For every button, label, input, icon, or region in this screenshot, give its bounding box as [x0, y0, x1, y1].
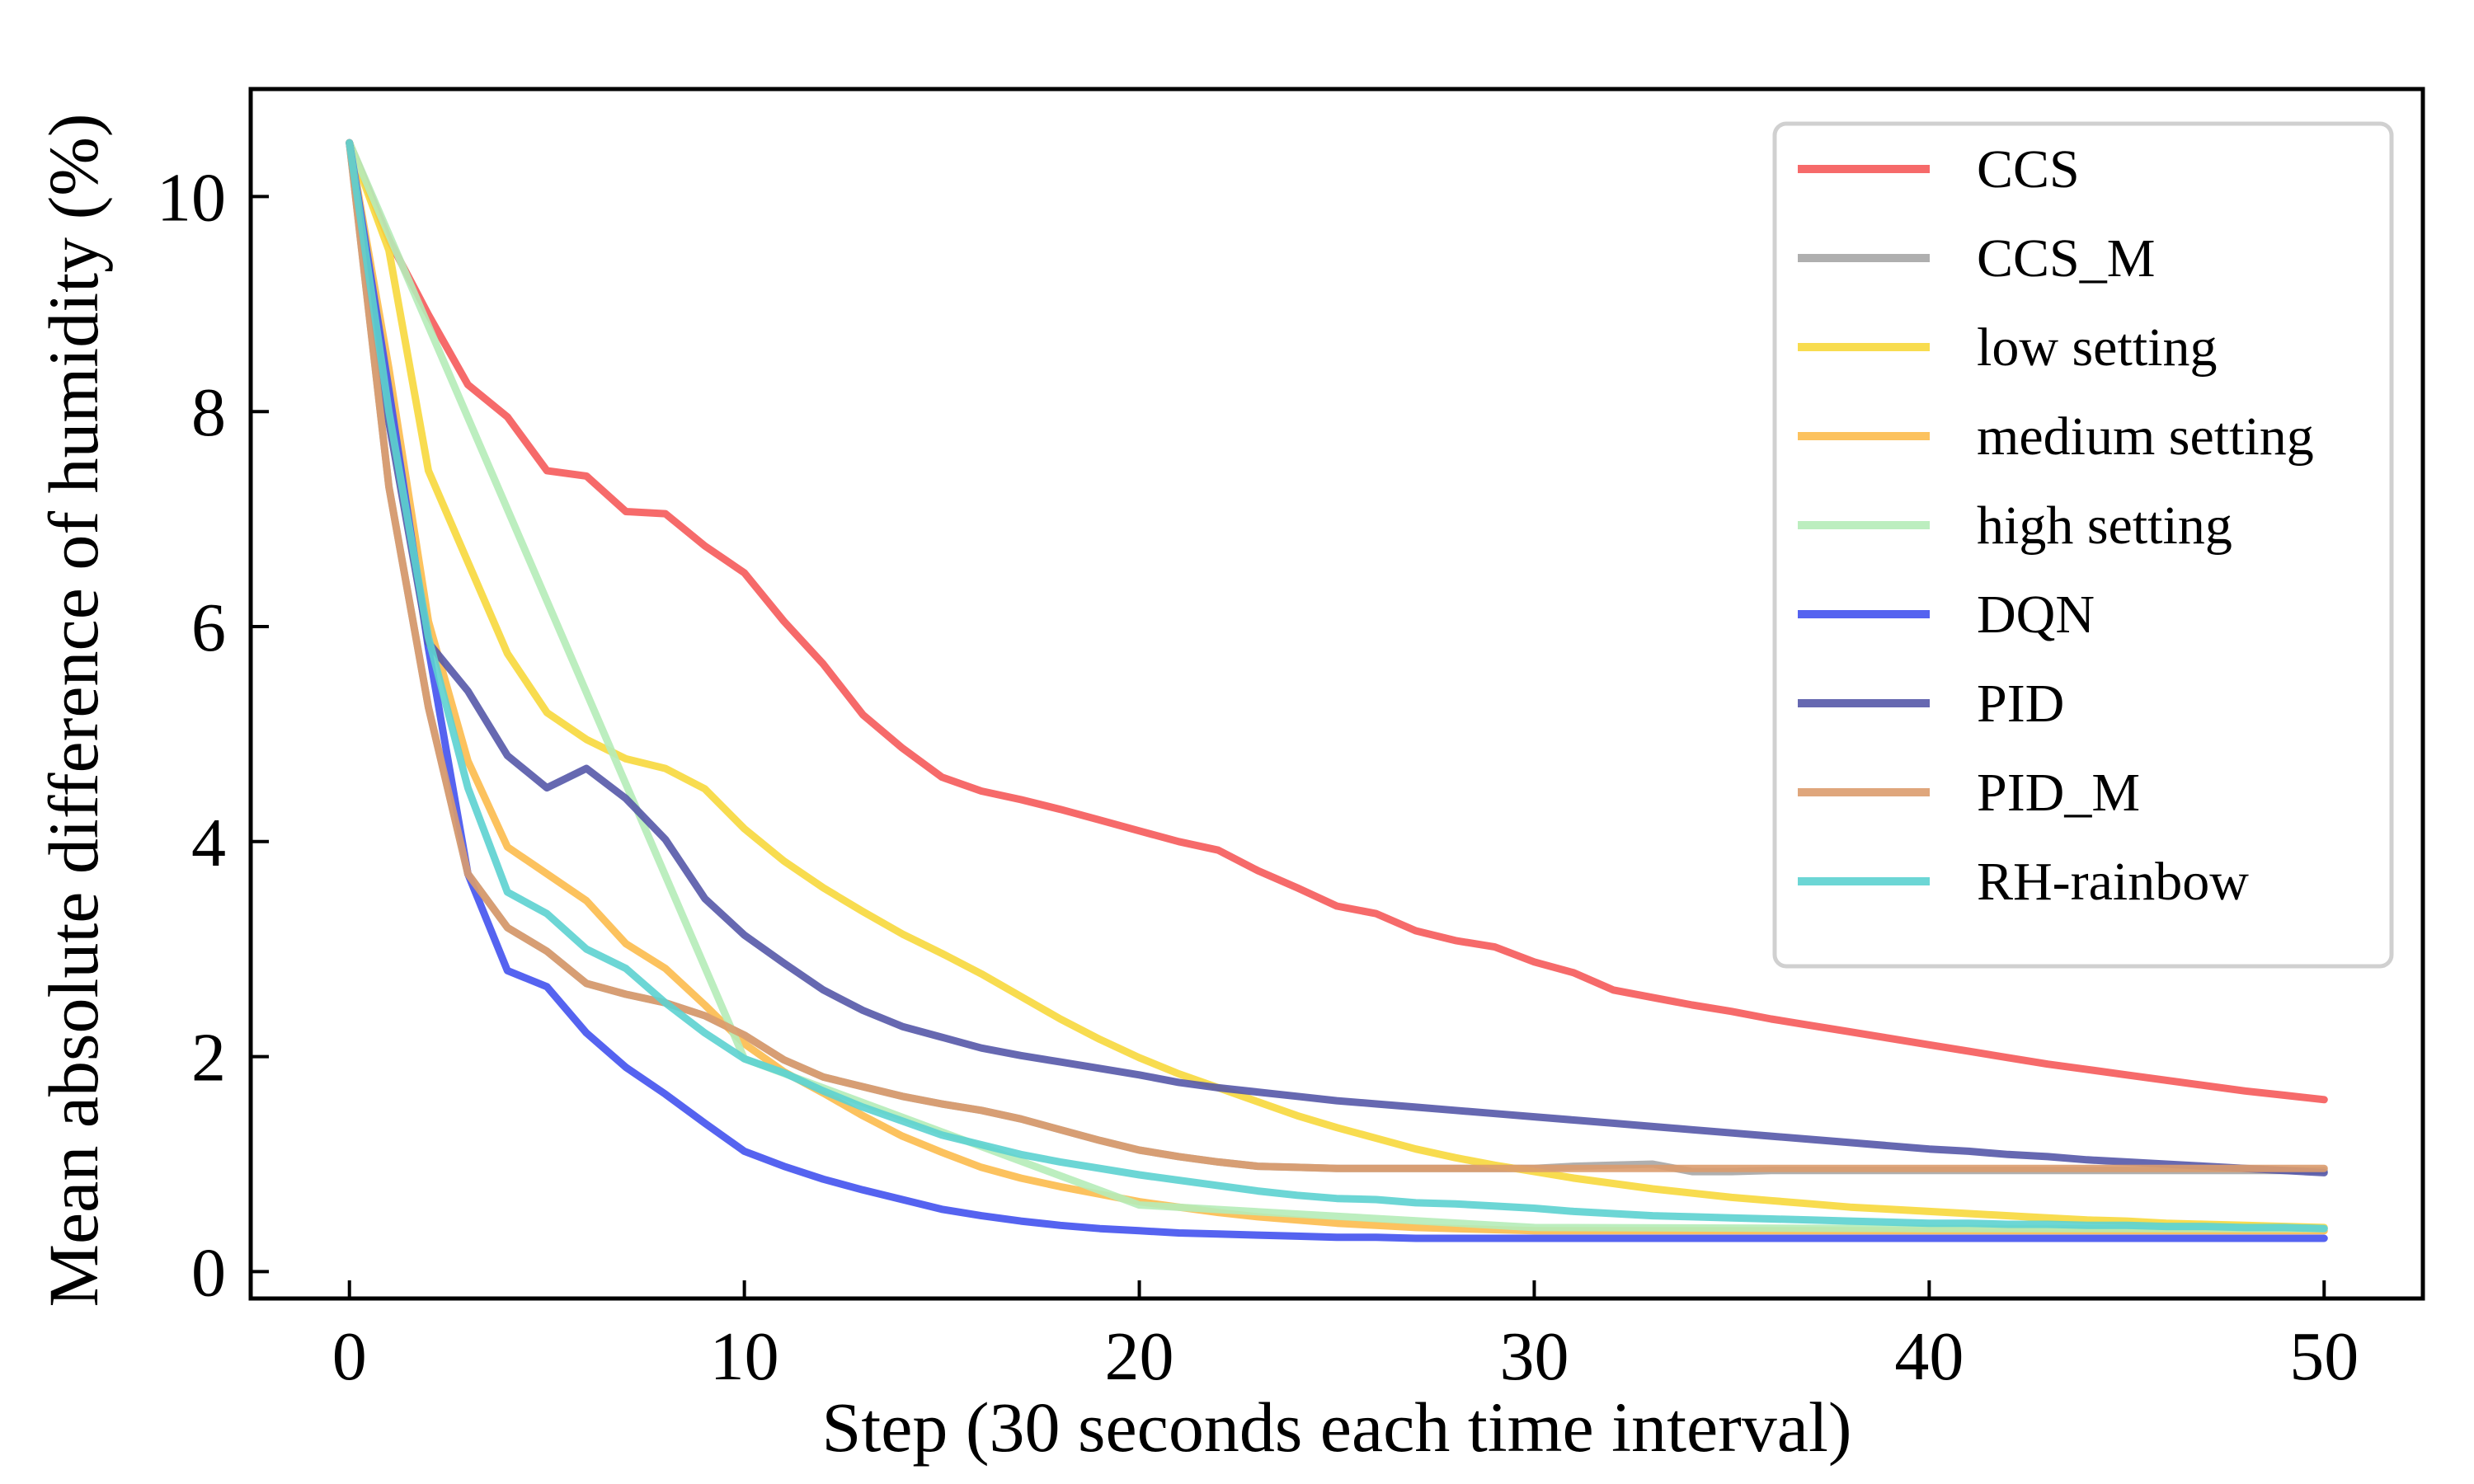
legend-label: high setting	[1977, 495, 2232, 556]
y-axis-title: Mean absolute difference of humidity (%)	[34, 114, 113, 1308]
y-tick-label: 2	[191, 1020, 226, 1097]
series-line-rh-rainbow	[346, 139, 2328, 1233]
series-line-ccs	[346, 139, 2328, 1104]
x-tick-label: 10	[710, 1318, 779, 1395]
legend-label: DQN	[1977, 585, 2095, 645]
x-axis-title: Step (30 seconds each time interval)	[822, 1388, 1852, 1467]
series-line-pid-m	[346, 139, 2328, 1172]
x-tick-label: 0	[332, 1318, 367, 1395]
legend-label: CCS	[1977, 139, 2080, 200]
legend-label: RH-rainbow	[1977, 852, 2249, 912]
series-lines	[346, 139, 2328, 1242]
legend-label: medium setting	[1977, 406, 2314, 467]
x-tick-label: 40	[1894, 1318, 1964, 1395]
x-tick-label: 30	[1499, 1318, 1569, 1395]
y-tick-label: 8	[191, 374, 226, 451]
plot-frame	[248, 87, 2425, 1301]
y-tick-label: 0	[191, 1234, 226, 1311]
legend-box	[1772, 121, 2394, 969]
axis-ticks: 0 10 20 30 40 50 0 2 4 6 8 10	[157, 159, 2359, 1395]
y-tick-label: 10	[157, 159, 226, 236]
series-line-pid	[346, 139, 2328, 1176]
y-tick-label: 4	[191, 805, 226, 881]
y-tick-label: 6	[191, 589, 226, 666]
x-tick-label: 50	[2289, 1318, 2359, 1395]
series-line-low-setting	[346, 139, 2328, 1232]
legend-label: PID_M	[1977, 763, 2140, 823]
x-tick-label: 20	[1105, 1318, 1174, 1395]
series-line-dqn	[346, 139, 2328, 1242]
series-line-high-setting	[346, 139, 2328, 1233]
legend-label: CCS_M	[1977, 228, 2155, 289]
legend-label: low setting	[1977, 317, 2218, 378]
legend-label: PID	[1977, 674, 2064, 734]
